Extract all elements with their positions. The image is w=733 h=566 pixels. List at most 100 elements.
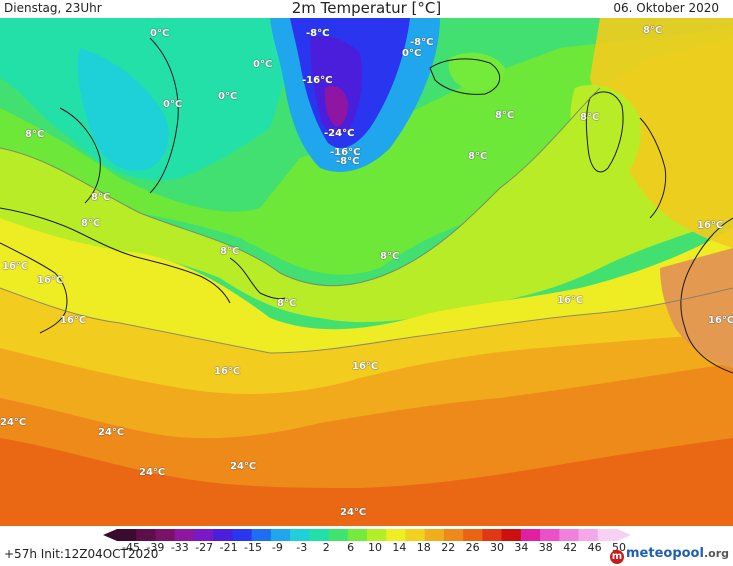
color-scale-tick: -15: [244, 541, 262, 554]
color-scale-swatch: [463, 529, 483, 541]
temp-band-iberia: [660, 248, 733, 368]
isotherm-label: 0°C: [253, 59, 273, 70]
isotherm-label: 0°C: [218, 91, 238, 102]
isotherm-label: 8°C: [643, 25, 663, 36]
color-scale-swatch: [328, 529, 349, 541]
coastlines: [0, 37, 733, 374]
color-scale-swatch: [367, 529, 387, 541]
color-scale-swatch: [540, 529, 560, 541]
map-title: 2m Temperatur [°C]: [291, 0, 442, 17]
isotherm-label: 16°C: [352, 361, 379, 372]
color-scale-swatch: [559, 529, 580, 541]
valid-date-label: 06. Oktober 2020: [613, 1, 719, 15]
color-scale-tick: -3: [296, 541, 308, 554]
isotherm-label: 24°C: [139, 467, 166, 478]
color-scale-tick: -27: [195, 541, 214, 554]
color-scale-tick: 30: [490, 541, 504, 554]
isotherm-label: 16°C: [214, 366, 241, 377]
color-scale-tick: 22: [441, 541, 456, 554]
color-scale-swatch: [597, 529, 618, 541]
isotherm-label: 16°C: [37, 275, 64, 286]
isotherms: [0, 87, 733, 354]
isotherm-label: 16°C: [60, 315, 87, 326]
temperature-map[interactable]: [0, 18, 733, 526]
isotherm-label: 16°C: [557, 295, 584, 306]
color-scale-tick: 26: [465, 541, 480, 554]
color-scale-tick: 38: [538, 541, 553, 554]
color-scale-swatch: [193, 529, 214, 541]
color-scale-swatch: [155, 529, 176, 541]
temp-band-europe-cool: [570, 84, 641, 194]
color-scale-swatch: [251, 529, 272, 541]
color-scale-swatch: [520, 529, 541, 541]
logo-suffix: .org: [703, 547, 729, 560]
color-scale-swatch: [424, 529, 445, 541]
isotherm-label: -8°C: [410, 37, 434, 48]
color-scale-swatch: [443, 529, 464, 541]
isotherm-label: -16°C: [302, 75, 333, 86]
color-scale-bar: [103, 529, 631, 541]
isotherm-label: 8°C: [81, 218, 101, 229]
isotherm-label: 8°C: [91, 192, 111, 203]
isotherm-label: 8°C: [495, 110, 515, 121]
color-scale-tick: -9: [271, 541, 283, 554]
color-scale-tick: -39: [146, 541, 165, 554]
color-scale-tick: 2: [322, 541, 330, 554]
temp-band-10: [0, 38, 733, 323]
isotherm-label: -24°C: [324, 128, 355, 139]
color-scale-tick: 10: [368, 541, 382, 554]
color-scale-swatch: [309, 529, 330, 541]
color-scale-swatch: [578, 529, 599, 541]
color-scale-swatch: [290, 529, 310, 541]
color-scale-swatch: [386, 529, 407, 541]
temp-band-greenland-16: [310, 36, 362, 135]
isotherm-label: 8°C: [580, 112, 600, 123]
color-scale-swatch: [347, 529, 368, 541]
isotherm-label: 8°C: [220, 246, 240, 257]
color-scale-tick: 6: [347, 541, 355, 554]
color-scale-min-arrow: [103, 529, 117, 541]
valid-time-label: Dienstag, 23Uhr: [4, 1, 102, 15]
temp-band-iceland: [448, 52, 505, 91]
isotherm-label: 0°C: [402, 48, 422, 59]
temp-band-30: [0, 438, 733, 526]
isotherm-label: 24°C: [340, 507, 367, 518]
isotherm-label: 8°C: [277, 298, 297, 309]
isotherm-label: 16°C: [697, 220, 724, 231]
isotherm-label: -8°C: [306, 28, 330, 39]
temp-band-cold-west: [78, 48, 169, 171]
isotherm-label: -8°C: [336, 156, 360, 167]
color-scale-swatch: [117, 529, 137, 541]
isotherm-label: 0°C: [163, 99, 183, 110]
color-scale-tick: 34: [514, 541, 529, 554]
temp-band-greenland-24: [324, 86, 348, 127]
color-scale-swatch: [405, 529, 426, 541]
isotherm-label: 8°C: [380, 251, 400, 262]
isotherm-label: 16°C: [2, 261, 29, 272]
isotherm-label: 0°C: [150, 28, 170, 39]
map-header: Dienstag, 23Uhr 2m Temperatur [°C] 06. O…: [0, 0, 733, 18]
color-scale-swatch: [232, 529, 253, 541]
color-scale-swatch: [482, 529, 503, 541]
color-scale-tick: 42: [563, 541, 578, 554]
isotherm-label: 24°C: [230, 461, 257, 472]
isotherm-label: 24°C: [98, 427, 125, 438]
model-run-label: +57h Init:12Z04OCT2020: [4, 547, 159, 561]
isotherm-label: 24°C: [0, 417, 27, 428]
color-scale-swatch: [174, 529, 195, 541]
isotherm-label: 8°C: [25, 129, 45, 140]
meteopool-logo[interactable]: m meteopool.org: [610, 546, 729, 564]
color-scale-swatch: [501, 529, 522, 541]
color-scale-swatch: [270, 529, 291, 541]
color-scale-max-arrow: [617, 529, 631, 541]
isotherm-label: 16°C: [708, 315, 733, 326]
color-scale-tick: 14: [392, 541, 407, 554]
temp-band-europe-warm: [590, 18, 733, 248]
color-scale-tick: 46: [587, 541, 602, 554]
color-scale-tick: 18: [416, 541, 431, 554]
color-scale-swatch: [213, 529, 233, 541]
color-scale-swatch: [136, 529, 157, 541]
color-scale-tick: -21: [219, 541, 238, 554]
meteopool-logo-icon: m: [610, 550, 624, 564]
color-scale-tick: -45: [122, 541, 140, 554]
